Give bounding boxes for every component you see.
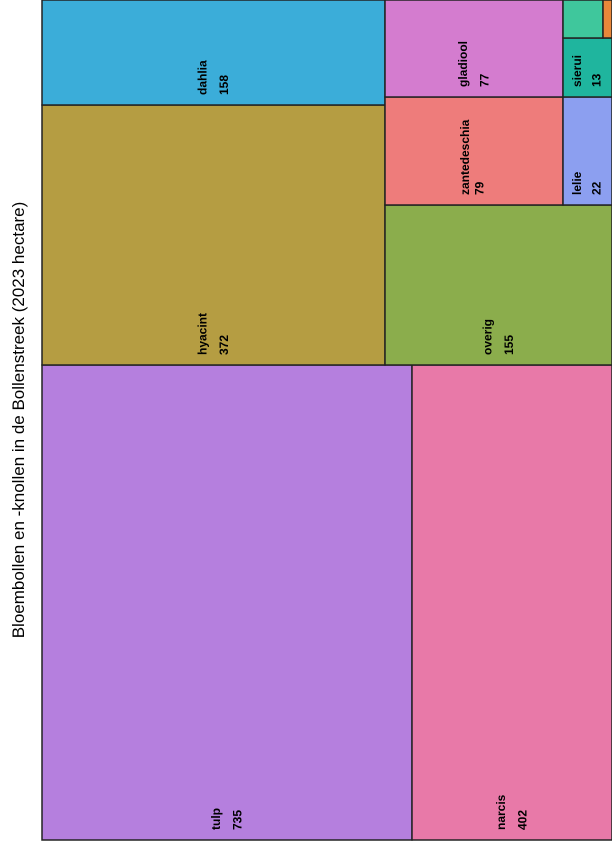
cell-value: 155 [502, 335, 516, 355]
chart-title: Bloembollen en -knollen in de Bollenstre… [9, 202, 28, 639]
cell-value: 402 [515, 810, 529, 830]
cell-value: 372 [217, 335, 231, 355]
treemap-cell [562, 37, 612, 98]
treemap-cell [562, 96, 612, 206]
cell-value: 22 [590, 181, 604, 195]
cell-label: hyacint [195, 313, 209, 355]
cell-value: 79 [473, 181, 487, 195]
treemap-cell [411, 364, 612, 841]
cell-label: overig [480, 319, 494, 355]
treemap-cell [41, 364, 413, 841]
cell-label: tulp [209, 808, 223, 830]
treemap-cell [41, 0, 386, 106]
treemap-cell [602, 0, 612, 39]
cell-label: narcis [494, 794, 508, 830]
treemap-cell [384, 96, 564, 206]
cell-value: 735 [230, 810, 244, 830]
cell-label: gladiool [456, 41, 470, 87]
cell-value: 13 [590, 73, 604, 87]
treemap-cell [384, 204, 612, 366]
cell-label: dahlia [195, 60, 209, 95]
treemap-cell [562, 0, 604, 39]
treemap-cell [384, 0, 564, 98]
cell-label: sierui [570, 55, 584, 87]
cell-value: 158 [217, 75, 231, 95]
cell-label: lelie [570, 171, 584, 195]
treemap-cell [41, 104, 386, 366]
cell-value: 77 [477, 73, 491, 87]
cell-label: zantedeschia [458, 119, 472, 195]
